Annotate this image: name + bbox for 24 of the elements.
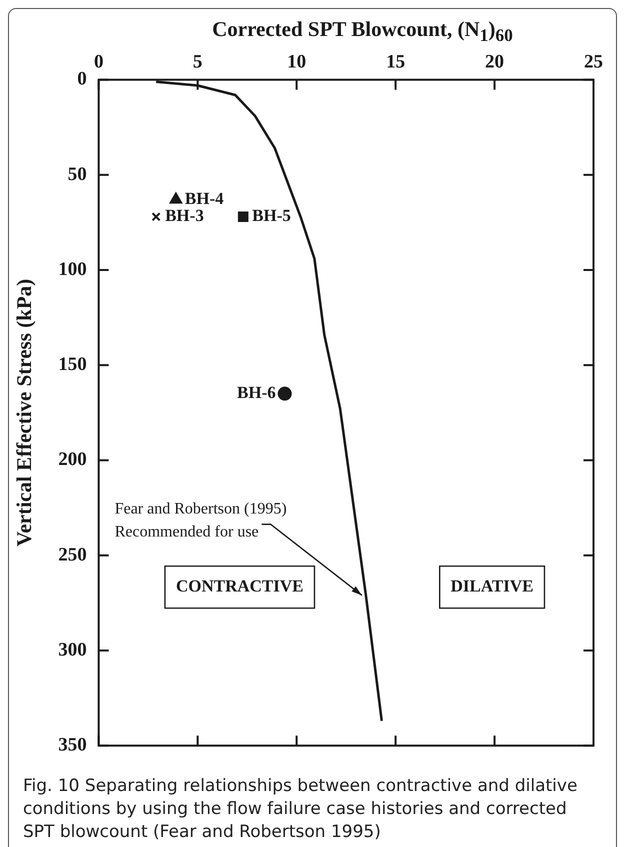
series-label: BH-6 [237, 383, 276, 402]
series-label: BH-5 [252, 206, 291, 226]
x-tick-label: 0 [94, 51, 104, 72]
y-tick-label: 50 [68, 164, 87, 185]
y-tick-label: 200 [58, 449, 87, 470]
annotation: Fear and Robertson (1995) Recommended for use [114, 500, 287, 541]
y-tick-label: 300 [58, 639, 87, 660]
x-tick-label: 5 [192, 51, 202, 72]
x-tick-label: 25 [584, 51, 603, 72]
y-tick-label: 0 [77, 68, 87, 90]
y-tick-label: 350 [58, 734, 87, 756]
x-tick-label: 10 [287, 51, 306, 72]
x-tick-label: 15 [386, 51, 406, 72]
x-axis-title: Corrected SPT Blowcount, (N$_{1}$)$_{60}$ [211, 17, 514, 46]
series-label: BH-4 [184, 189, 224, 208]
y-tick-label: 250 [58, 544, 87, 566]
caption: Fig. 10 Separating relationships between contractive and dilative conditions by using the flow failure case histories and corrected SPT blowcount (Fear and Robertson 1995) [22, 775, 578, 844]
annotation: CONTRACTIVE [176, 576, 304, 596]
y-axis-title: Vertical Effective Stress (kPa) [12, 278, 36, 547]
y-tick-label: 150 [58, 354, 87, 376]
series-label: BH-3 [165, 206, 204, 226]
x-tick-label: 20 [485, 51, 504, 72]
annotation: DILATIVE [450, 576, 534, 596]
y-tick-label: 100 [58, 258, 87, 280]
